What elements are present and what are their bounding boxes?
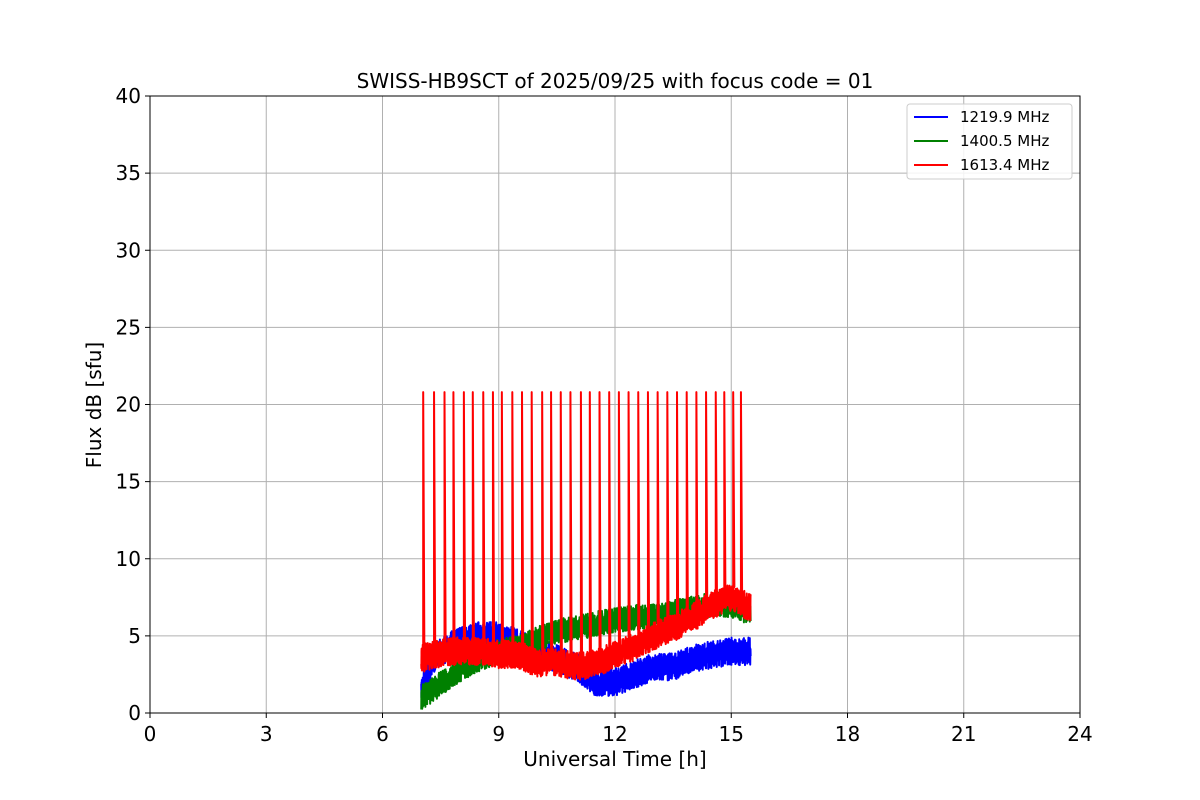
legend-frame [906, 103, 1073, 180]
chart-title: SWISS-HB9SCT of 2025/09/25 with focus co… [357, 69, 874, 93]
y-tick-label: 20 [116, 393, 141, 417]
y-tick-label: 0 [128, 701, 141, 725]
x-tick-label: 3 [260, 722, 273, 746]
y-tick-label: 35 [116, 161, 141, 185]
y-axis-label: Flux dB [sfu] [82, 342, 106, 468]
y-tick-label: 5 [128, 624, 141, 648]
x-tick-label: 12 [602, 722, 627, 746]
y-tick-label: 15 [116, 470, 141, 494]
x-tick-label: 24 [1067, 722, 1092, 746]
x-axis-label: Universal Time [h] [523, 747, 706, 771]
x-tick-label: 0 [144, 722, 157, 746]
legend-label-1400: 1400.5 MHz [960, 132, 1049, 150]
x-tick-label: 18 [835, 722, 860, 746]
legend: 1219.9 MHz 1400.5 MHz 1613.4 MHz [906, 103, 1073, 180]
ticks: 0 3 6 9 12 15 18 21 24 0 5 10 15 20 25 30 35 40 [116, 84, 1093, 746]
x-tick-label: 9 [492, 722, 505, 746]
x-tick-label: 6 [376, 722, 389, 746]
x-tick-label: 15 [719, 722, 744, 746]
legend-label-1219: 1219.9 MHz [960, 108, 1049, 126]
y-tick-label: 40 [116, 84, 141, 108]
y-tick-label: 25 [116, 315, 141, 339]
series-group [420, 391, 752, 710]
legend-label-1613: 1613.4 MHz [960, 156, 1049, 174]
y-tick-label: 10 [116, 547, 141, 571]
x-tick-label: 21 [951, 722, 976, 746]
series-line-1613-mhz [420, 391, 752, 681]
y-tick-label: 30 [116, 238, 141, 262]
